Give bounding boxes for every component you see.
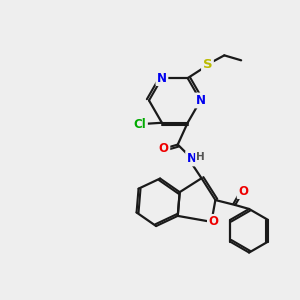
Text: Cl: Cl bbox=[134, 118, 146, 131]
Text: N: N bbox=[196, 94, 206, 107]
Text: O: O bbox=[159, 142, 169, 155]
Text: O: O bbox=[208, 215, 218, 228]
Text: O: O bbox=[238, 184, 248, 198]
Text: N: N bbox=[157, 72, 167, 85]
Text: H: H bbox=[196, 152, 205, 162]
Text: N: N bbox=[187, 152, 196, 165]
Text: S: S bbox=[203, 58, 212, 71]
